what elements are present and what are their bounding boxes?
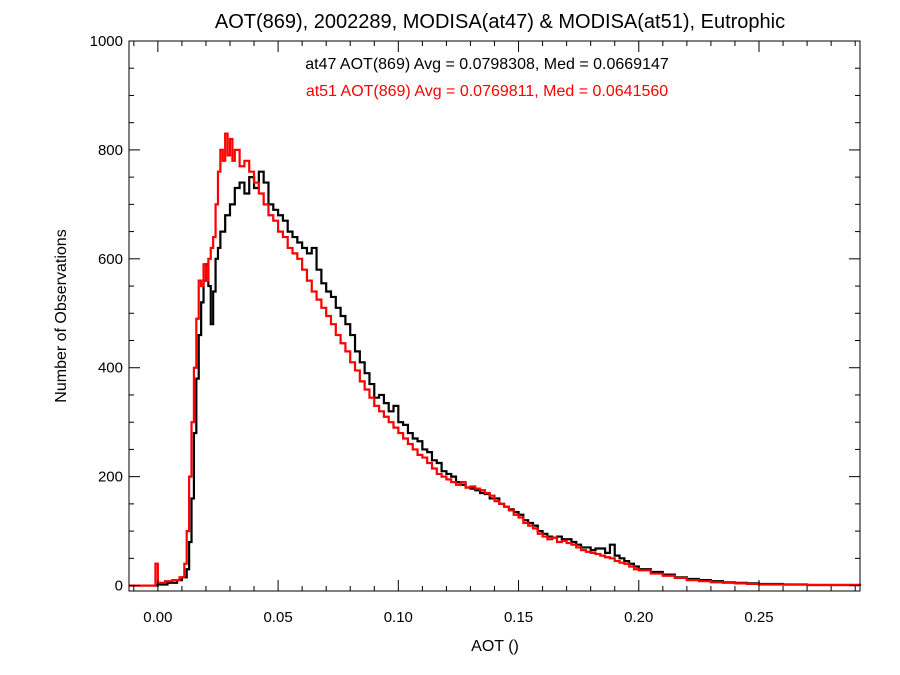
x-tick-label: 0.00	[143, 609, 172, 626]
y-axis-label: Number of Observations	[53, 229, 70, 402]
x-tick-label: 0.10	[384, 609, 413, 626]
x-axis-label: AOT ()	[471, 638, 519, 655]
x-tick-label: 0.25	[744, 609, 773, 626]
annotation-at47: at47 AOT(869) Avg = 0.0798308, Med = 0.0…	[305, 56, 669, 73]
y-tick-label: 200	[98, 469, 123, 486]
y-tick-label: 0	[115, 578, 123, 595]
y-tick-label: 600	[98, 251, 123, 268]
plot-frame	[128, 40, 861, 592]
annotation-at51: at51 AOT(869) Avg = 0.0769811, Med = 0.0…	[306, 83, 668, 100]
y-tick-label: 400	[98, 360, 123, 377]
chart-title: AOT(869), 2002289, MODISA(at47) & MODISA…	[215, 11, 785, 33]
x-tick-label: 0.20	[624, 609, 653, 626]
y-tick-label: 1000	[90, 33, 123, 50]
x-tick-label: 0.05	[263, 609, 292, 626]
ticks-layer: 0.00 0.05 0.10 0.15 0.20 0.25 0 200 400 600 800 100…	[90, 33, 860, 626]
x-tick-label: 0.15	[504, 609, 533, 626]
series-line-at51	[129, 132, 862, 587]
series-line-at47	[129, 170, 862, 587]
series-layer	[129, 132, 862, 587]
y-tick-label: 800	[98, 142, 123, 159]
